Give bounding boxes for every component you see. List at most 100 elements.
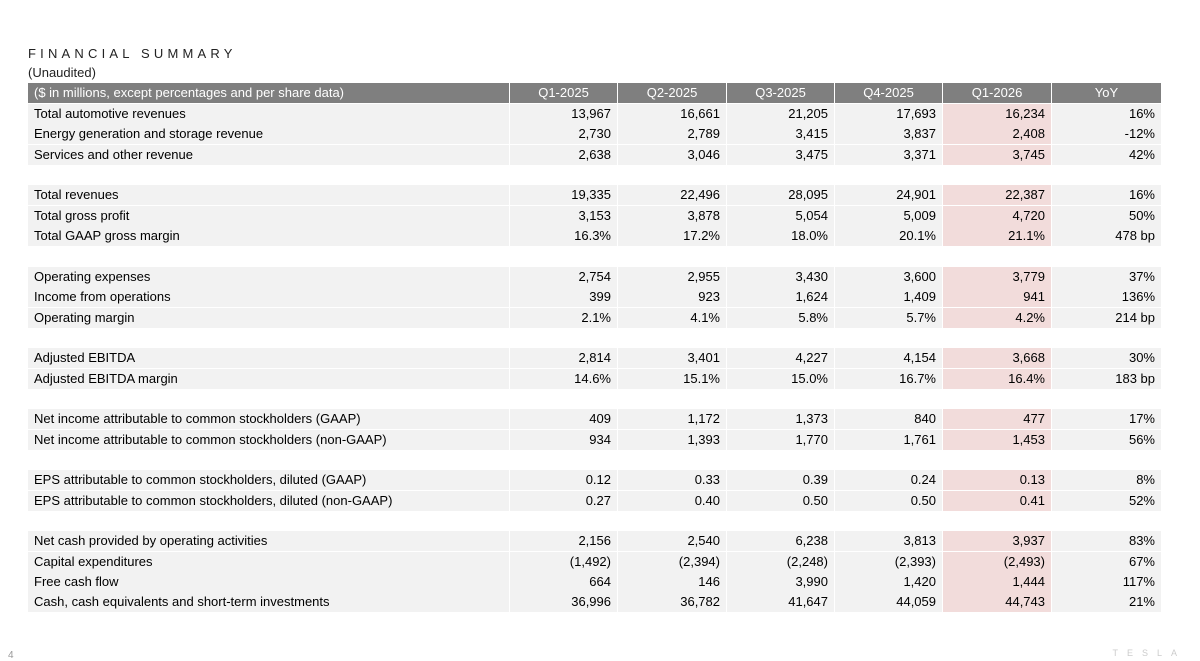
table-cell: 44,059 bbox=[835, 592, 943, 613]
table-cell: 934 bbox=[510, 429, 618, 450]
table-cell: 840 bbox=[835, 409, 943, 430]
subtitle: (Unaudited) bbox=[28, 65, 96, 80]
table-cell: 41,647 bbox=[727, 592, 835, 613]
table-cell: 3,401 bbox=[618, 348, 727, 369]
table-cell: 56% bbox=[1052, 429, 1162, 450]
table-cell: 2,814 bbox=[510, 348, 618, 369]
column-header: ($ in millions, except percentages and p… bbox=[28, 83, 510, 103]
table-cell: 2,408 bbox=[943, 124, 1052, 145]
table-cell: 2,730 bbox=[510, 124, 618, 145]
table-cell: 83% bbox=[1052, 531, 1162, 552]
table-cell: 0.33 bbox=[618, 470, 727, 491]
table-cell: 4.2% bbox=[943, 307, 1052, 328]
row-label: Adjusted EBITDA margin bbox=[28, 368, 510, 389]
table-cell: -12% bbox=[1052, 124, 1162, 145]
table-cell: 28,095 bbox=[727, 185, 835, 206]
table-cell: 117% bbox=[1052, 572, 1162, 593]
row-label: Net income attributable to common stockh… bbox=[28, 429, 510, 450]
row-label: Services and other revenue bbox=[28, 144, 510, 165]
table-cell: 3,990 bbox=[727, 572, 835, 593]
column-header: Q4-2025 bbox=[835, 83, 943, 103]
table-cell: 21,205 bbox=[727, 104, 835, 124]
table-cell: 0.24 bbox=[835, 470, 943, 491]
logo: TESLA bbox=[1112, 648, 1186, 658]
table-cell: 478 bp bbox=[1052, 226, 1162, 247]
table-cell: 3,415 bbox=[727, 124, 835, 145]
table-cell: 17,693 bbox=[835, 104, 943, 124]
table-cell: 22,387 bbox=[943, 185, 1052, 206]
row-label: Net income attributable to common stockh… bbox=[28, 409, 510, 430]
table-cell: (2,393) bbox=[835, 551, 943, 572]
table-cell: 1,420 bbox=[835, 572, 943, 593]
column-header: Q2-2025 bbox=[618, 83, 727, 103]
table-cell: 4,154 bbox=[835, 348, 943, 369]
table-cell: 2,955 bbox=[618, 266, 727, 287]
table-cell: 5.7% bbox=[835, 307, 943, 328]
table-cell: 36,996 bbox=[510, 592, 618, 613]
table-cell: (2,493) bbox=[943, 551, 1052, 572]
table-cell: 2,638 bbox=[510, 144, 618, 165]
table-cell: 5,054 bbox=[727, 205, 835, 226]
table-cell: 1,770 bbox=[727, 429, 835, 450]
table-cell: 21.1% bbox=[943, 226, 1052, 247]
column-header: Q1-2026 bbox=[943, 83, 1052, 103]
table-cell: 16,234 bbox=[943, 104, 1052, 124]
row-label: EPS attributable to common stockholders,… bbox=[28, 490, 510, 511]
table-cell: 17.2% bbox=[618, 226, 727, 247]
row-label: Total revenues bbox=[28, 185, 510, 206]
table-cell: 0.27 bbox=[510, 490, 618, 511]
row-label: Free cash flow bbox=[28, 572, 510, 593]
table-cell: 20.1% bbox=[835, 226, 943, 247]
table-cell: 5,009 bbox=[835, 205, 943, 226]
title: FINANCIAL SUMMARY bbox=[28, 46, 237, 61]
table-cell: 36,782 bbox=[618, 592, 727, 613]
table-cell: 3,430 bbox=[727, 266, 835, 287]
table-cell: 136% bbox=[1052, 287, 1162, 308]
row-label: Total gross profit bbox=[28, 205, 510, 226]
table-cell: 3,046 bbox=[618, 144, 727, 165]
table-cell: 42% bbox=[1052, 144, 1162, 165]
table-cell: 18.0% bbox=[727, 226, 835, 247]
table-cell: 14.6% bbox=[510, 368, 618, 389]
table-cell: 409 bbox=[510, 409, 618, 430]
table-cell: 22,496 bbox=[618, 185, 727, 206]
table-cell: 3,878 bbox=[618, 205, 727, 226]
table-cell: 16.4% bbox=[943, 368, 1052, 389]
table-cell: 0.12 bbox=[510, 470, 618, 491]
table-cell: 13,967 bbox=[510, 104, 618, 124]
column-header: YoY bbox=[1052, 83, 1162, 103]
table-cell: 1,624 bbox=[727, 287, 835, 308]
table-cell: 50% bbox=[1052, 205, 1162, 226]
table-cell: (2,394) bbox=[618, 551, 727, 572]
table-cell: 15.1% bbox=[618, 368, 727, 389]
table-cell: 30% bbox=[1052, 348, 1162, 369]
page-number: 4 bbox=[8, 650, 14, 661]
table-cell: 3,668 bbox=[943, 348, 1052, 369]
table-cell: 0.40 bbox=[618, 490, 727, 511]
table-cell: 2,754 bbox=[510, 266, 618, 287]
table-cell: 16.3% bbox=[510, 226, 618, 247]
table-cell: 24,901 bbox=[835, 185, 943, 206]
row-label: Energy generation and storage revenue bbox=[28, 124, 510, 145]
table-cell: 3,813 bbox=[835, 531, 943, 552]
table-cell: 16.7% bbox=[835, 368, 943, 389]
table-cell: 664 bbox=[510, 572, 618, 593]
table-cell: 44,743 bbox=[943, 592, 1052, 613]
table-cell: 183 bp bbox=[1052, 368, 1162, 389]
column-header: Q1-2025 bbox=[510, 83, 618, 103]
table-cell: 1,393 bbox=[618, 429, 727, 450]
table-cell: 21% bbox=[1052, 592, 1162, 613]
row-label: Adjusted EBITDA bbox=[28, 348, 510, 369]
table-cell: 52% bbox=[1052, 490, 1162, 511]
table-cell: 0.13 bbox=[943, 470, 1052, 491]
table-cell: 477 bbox=[943, 409, 1052, 430]
row-label: Operating margin bbox=[28, 307, 510, 328]
table-cell: 8% bbox=[1052, 470, 1162, 491]
table-cell: 941 bbox=[943, 287, 1052, 308]
table-cell: 3,937 bbox=[943, 531, 1052, 552]
row-label: Net cash provided by operating activitie… bbox=[28, 531, 510, 552]
table-cell: 0.39 bbox=[727, 470, 835, 491]
table-cell: 1,444 bbox=[943, 572, 1052, 593]
table-cell: 16% bbox=[1052, 185, 1162, 206]
